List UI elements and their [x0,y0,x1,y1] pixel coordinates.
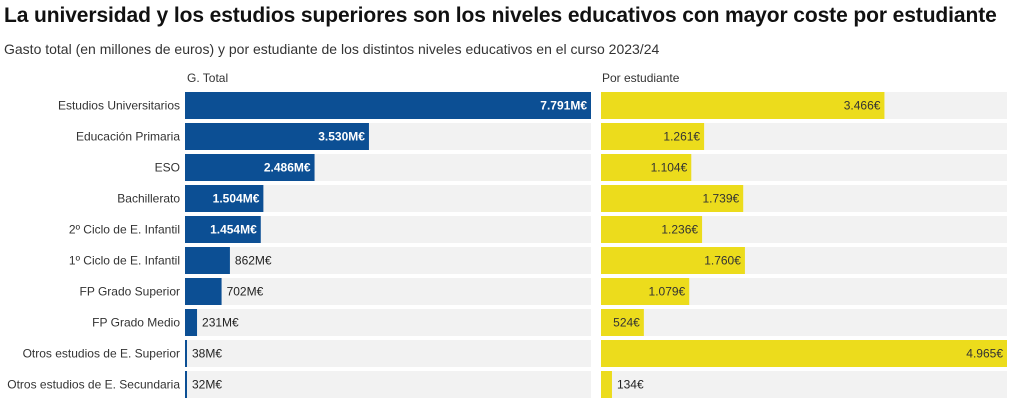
total-spending-bar [185,309,198,336]
value-label: 32M€ [192,378,222,392]
category-label: Otros estudios de E. Superior [23,347,180,361]
value-label: 862M€ [235,254,272,268]
category-label: FP Grado Medio [92,316,180,330]
category-label: 1º Ciclo de E. Infantil [69,254,180,268]
total-spending-bar [185,371,187,398]
per-student-bar [601,123,705,150]
bar-track [601,371,1007,398]
value-label: 702M€ [227,285,264,299]
column-header-per-student: Por estudiante [602,71,680,85]
total-spending-bar [185,123,369,150]
bar-track [185,309,591,336]
value-label: 1.236€ [661,223,698,237]
per-student-bar [601,92,885,119]
total-spending-bar [185,247,230,274]
bar-track [601,309,1007,336]
bar-track [185,371,591,398]
per-student-bar [601,309,644,336]
category-label: Estudios Universitarios [58,99,180,113]
chart-title: La universidad y los estudios superiores… [4,4,997,27]
column-header-total: G. Total [187,71,229,85]
bar-track [185,340,591,367]
per-student-bar [601,278,690,305]
value-label: 1.504M€ [213,192,260,206]
value-label: 1.739€ [702,192,739,206]
value-label: 7.791M€ [540,99,587,113]
total-spending-bar [185,92,591,119]
value-label: 2.486M€ [264,161,311,175]
value-label: 1.454M€ [210,223,257,237]
value-label: 1.104€ [651,161,688,175]
chart-subtitle: Gasto total (en millones de euros) y por… [4,41,660,57]
category-label: ESO [155,161,180,175]
per-student-bar [601,340,1007,367]
per-student-bar [601,247,745,274]
value-label: 134€ [617,378,644,392]
per-student-bar [601,185,744,212]
category-label: Otros estudios de E. Secundaria [7,378,180,392]
value-label: 4.965€ [966,347,1003,361]
bar-track [185,247,591,274]
bar-track [185,278,591,305]
category-label: Bachillerato [117,192,180,206]
per-student-bar [601,216,703,243]
total-spending-bar [185,278,222,305]
value-label: 1.760€ [704,254,741,268]
per-student-bar [601,371,612,398]
value-label: 1.079€ [649,285,686,299]
value-label: 1.261€ [663,130,700,144]
value-label: 3.466€ [844,99,881,113]
total-spending-bar [185,340,187,367]
value-label: 524€ [613,316,640,330]
value-label: 3.530M€ [318,130,365,144]
category-label: Educación Primaria [76,130,180,144]
total-spending-bar [185,154,315,181]
category-label: FP Grado Superior [80,285,181,299]
value-label: 38M€ [192,347,222,361]
category-label: 2º Ciclo de E. Infantil [69,223,180,237]
per-student-bar [601,154,692,181]
total-spending-bar [185,216,261,243]
total-spending-bar [185,185,264,212]
value-label: 231M€ [202,316,239,330]
